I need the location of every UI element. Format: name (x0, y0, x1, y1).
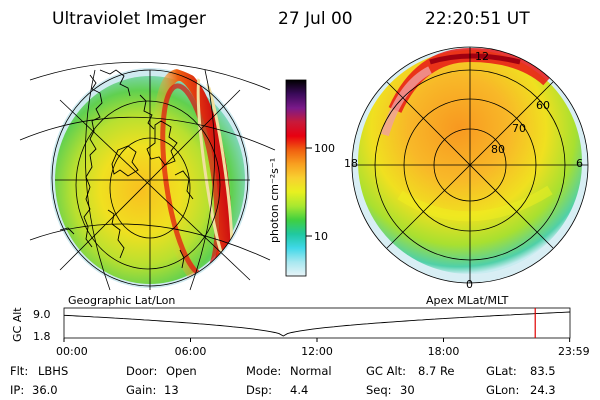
mlat-label-60: 60 (536, 99, 550, 112)
coastline-outlines (59, 69, 194, 269)
dsp-value: 4.4 (290, 383, 308, 397)
dsp-label: Dsp: (246, 383, 272, 397)
mode-label: Mode: (246, 364, 281, 378)
mlt-label-6: 6 (576, 157, 583, 170)
apex-grid (351, 46, 589, 284)
gain-value: 13 (164, 383, 179, 397)
timeline-xtick-label: 18:00 (428, 345, 460, 358)
timeline-xtick-label: 06:00 (175, 345, 207, 358)
timeline-frame (63, 307, 571, 339)
gcalt-label: GC Alt: (366, 364, 406, 378)
timeline-xtick-label: 12:00 (301, 345, 333, 358)
altitude-curve (63, 311, 571, 337)
time-label: 22:20:51 UT (425, 9, 530, 29)
status-panel: Flt: LBHS Door: Open Mode: Normal GC Alt… (10, 364, 556, 397)
colorbar-unit-label: photon cm⁻²s⁻¹ (268, 158, 281, 243)
glat-label: GLat: (486, 364, 517, 378)
colorbar-strip (285, 79, 307, 277)
mlt-label-12: 12 (475, 50, 489, 63)
mlat-label-70: 70 (512, 122, 526, 135)
ip-value: 36.0 (32, 383, 58, 397)
timeline-axis-label: GC Alt (11, 307, 24, 342)
glat-value: 83.5 (530, 364, 556, 378)
timeline-xtick-label: 00:00 (56, 345, 88, 358)
seq-value: 30 (400, 383, 415, 397)
geographic-panel-label: Geographic Lat/Lon (68, 294, 175, 307)
filter-label: Flt: (10, 364, 28, 378)
apex-panel-label: Apex MLat/MLT (426, 294, 509, 307)
mlt-label-18: 18 (344, 157, 358, 170)
instrument-title: Ultraviolet Imager (52, 9, 206, 29)
colorbar-tick-label-10: 10 (314, 230, 328, 243)
timeline-ytick-bottom: 1.8 (33, 330, 51, 343)
timeline-ytick-top: 9.0 (33, 308, 51, 321)
mlat-label-80: 80 (491, 143, 505, 156)
date-label: 27 Jul 00 (278, 9, 353, 29)
apex-image: 12 18 6 0 60 70 80 (344, 46, 589, 291)
gcalt-value: 8.7 Re (418, 364, 455, 378)
glon-value: 24.3 (530, 383, 556, 397)
colorbar: 100 10 photon cm⁻²s⁻¹ (268, 79, 335, 277)
door-value: Open (166, 364, 197, 378)
gain-label: Gain: (126, 383, 156, 397)
glon-label: GLon: (486, 383, 519, 397)
ip-label: IP: (10, 383, 24, 397)
mlt-label-0: 0 (466, 278, 473, 291)
timeline-xtick-label: 23:59 (558, 345, 590, 358)
geographic-image (19, 61, 276, 291)
altitude-timeline: GC Alt 9.0 1.8 00:00 06:00 12:00 18:00 23:59 (11, 307, 590, 358)
filter-value: LBHS (38, 364, 68, 378)
door-label: Door: (126, 364, 157, 378)
mode-value: Normal (290, 364, 332, 378)
seq-label: Seq: (366, 383, 392, 397)
colorbar-tick-label-100: 100 (314, 142, 335, 155)
